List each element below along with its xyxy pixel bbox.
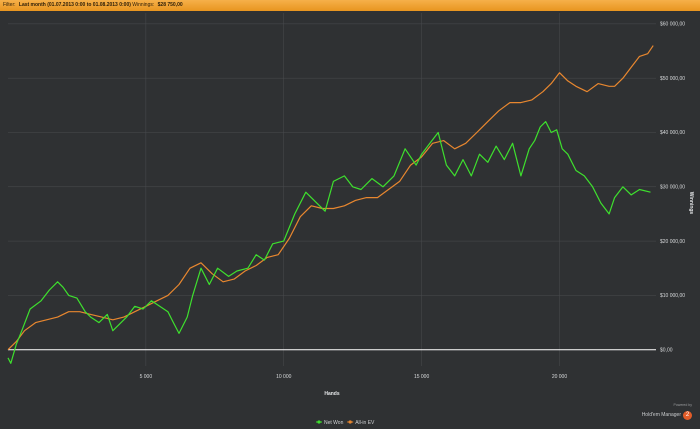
legend: Net Won All-in EV: [316, 420, 375, 426]
y-tick-label: $20 000,00: [660, 239, 685, 245]
winnings-label: Winnings:: [132, 2, 155, 8]
y-tick-label: $50 000,00: [660, 76, 685, 82]
y-tick-label: $40 000,00: [660, 130, 685, 136]
x-tick-label: 20 000: [552, 374, 568, 380]
y-tick-label: $60 000,00: [660, 22, 685, 28]
legend-label-net-won: Net Won: [324, 420, 344, 426]
y-tick-label: $10 000,00: [660, 293, 685, 299]
series-lines: [7, 45, 654, 364]
hem-logo-icon: 2: [683, 411, 692, 421]
legend-marker-all-in-ev: [348, 420, 352, 424]
series-line-all-in-ev: [7, 45, 654, 351]
x-axis-ticks: 5 000 10 000 15 000 20 000: [140, 374, 568, 380]
filter-bar: Filter: Last month (01.07.2013 0:00 to 0…: [0, 0, 700, 11]
y-tick-label: $0,00: [660, 347, 673, 353]
brand-name: Hold'em Manager: [641, 412, 681, 419]
filter-label: Filter:: [3, 2, 16, 8]
winnings-chart: $0,00 $10 000,00 $20 000,00 $30 000,00 $40 0…: [7, 13, 694, 426]
x-tick-label: 5 000: [140, 374, 153, 380]
filter-range[interactable]: Last month (01.07.2013 0:00 to 01.08.201…: [18, 2, 131, 8]
y-axis-ticks: $0,00 $10 000,00 $20 000,00 $30 000,00 $40 0…: [660, 22, 685, 354]
x-axis-title: Hands: [324, 391, 340, 397]
x-tick-label: 15 000: [414, 374, 430, 380]
grid: [8, 13, 656, 366]
legend-label-all-in-ev: All-in EV: [355, 420, 375, 426]
brand-powered-text: Powered by: [673, 403, 692, 407]
series-line-net-won: [7, 120, 651, 364]
x-tick-label: 10 000: [276, 374, 292, 380]
winnings-value: $28 750,00: [157, 2, 183, 8]
legend-marker-net-won: [317, 420, 321, 424]
brand: Powered by Hold'em Manager 2: [642, 403, 692, 425]
y-tick-label: $30 000,00: [660, 184, 685, 190]
y-axis-title: Winnings: [688, 192, 694, 215]
